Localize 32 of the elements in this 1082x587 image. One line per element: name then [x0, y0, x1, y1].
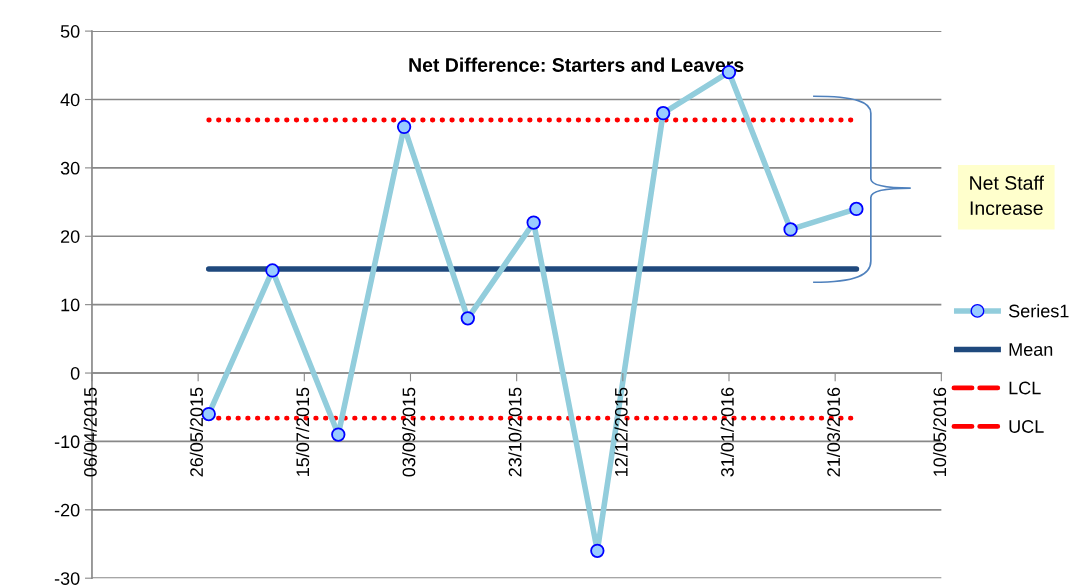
- x-tick-label: 23/10/2015: [508, 387, 522, 477]
- y-tick-label: 20: [60, 230, 80, 243]
- point: [590, 543, 605, 558]
- point: [331, 427, 346, 442]
- x-tick-label: 26/05/2015: [189, 387, 203, 477]
- point: [460, 311, 475, 326]
- point: [849, 201, 864, 217]
- y-tick-label: -30: [54, 572, 80, 585]
- y-tick-label: 10: [61, 298, 80, 312]
- legend-label: Mean: [1009, 343, 1053, 356]
- x-tick-label: 15/07/2015: [295, 387, 310, 476]
- x-tick-label: 10/05/2016: [932, 387, 947, 476]
- y-tick-label: -10: [54, 435, 80, 449]
- point: [265, 263, 280, 278]
- y-tick-label: 40: [60, 93, 80, 107]
- text: Net Staff Increase: [970, 175, 1044, 216]
- point: [526, 215, 541, 230]
- x-tick-label: 12/12/2015: [614, 387, 628, 476]
- legend-label: LCL: [1009, 381, 1041, 395]
- y-tick-label: 50: [60, 25, 80, 38]
- x-tick-label: 31/01/2016: [720, 387, 734, 477]
- y-tick-label: 30: [60, 161, 80, 175]
- point: [656, 106, 671, 121]
- x-tick-label: 03/09/2015: [402, 387, 416, 477]
- x-tick-label: 21/03/2016: [826, 387, 841, 477]
- point: [783, 222, 798, 237]
- legend-label: UCL: [1009, 420, 1044, 433]
- point: [396, 119, 412, 135]
- x-tick-label: 06/04/2015: [83, 387, 97, 477]
- y-tick-label: 0: [70, 366, 80, 380]
- legend-label: Series1: [1008, 304, 1069, 318]
- y-tick-label: -20: [54, 503, 80, 517]
